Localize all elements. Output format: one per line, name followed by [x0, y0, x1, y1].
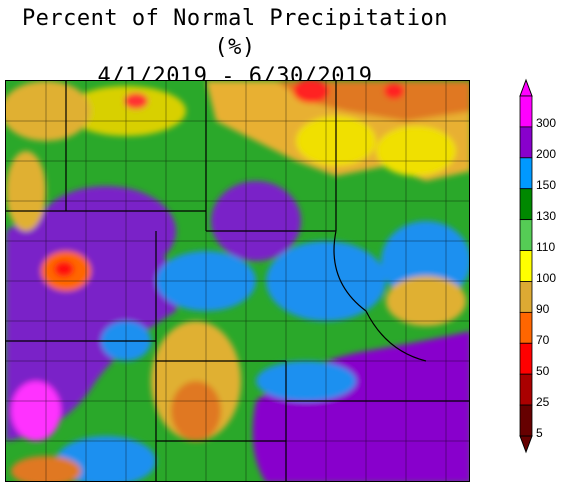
map-title: Percent of Normal Precipitation (%) 4/1/… — [0, 4, 470, 91]
legend-label-150: 150 — [536, 178, 557, 193]
legend-swatch-70 — [519, 311, 533, 344]
color-legend: 300 200 150 130 110 100 90 70 50 25 5 — [518, 78, 558, 458]
legend-swatch-200 — [519, 126, 533, 159]
legend-swatch-90 — [519, 281, 533, 313]
legend-swatch-5 — [519, 404, 533, 437]
legend-label-25: 25 — [536, 394, 550, 409]
legend-label-130: 130 — [536, 209, 557, 224]
legend-swatch-25 — [519, 373, 533, 406]
legend-bar — [519, 78, 533, 454]
legend-swatch-150 — [519, 157, 533, 190]
legend-swatch-50 — [519, 342, 533, 375]
legend-label-200: 200 — [536, 147, 557, 162]
legend-swatch-300 — [519, 95, 533, 128]
legend-top-arrow — [519, 78, 533, 97]
legend-swatch-100 — [519, 250, 533, 282]
legend-label-50: 50 — [536, 363, 550, 378]
precipitation-map — [5, 80, 470, 482]
legend-label-110: 110 — [536, 240, 556, 255]
legend-label-300: 300 — [536, 116, 557, 131]
legend-bottom-arrow — [519, 435, 533, 454]
legend-swatch-110 — [519, 219, 533, 251]
precipitation-map-svg — [6, 81, 469, 481]
legend-swatch-130 — [519, 188, 533, 221]
title-line-1: Percent of Normal Precipitation (%) — [21, 6, 449, 60]
legend-label-90: 90 — [536, 301, 550, 316]
legend-boxes — [519, 95, 533, 437]
legend-label-100: 100 — [536, 271, 557, 285]
legend-label-70: 70 — [536, 332, 550, 347]
legend-label-5: 5 — [536, 425, 543, 440]
